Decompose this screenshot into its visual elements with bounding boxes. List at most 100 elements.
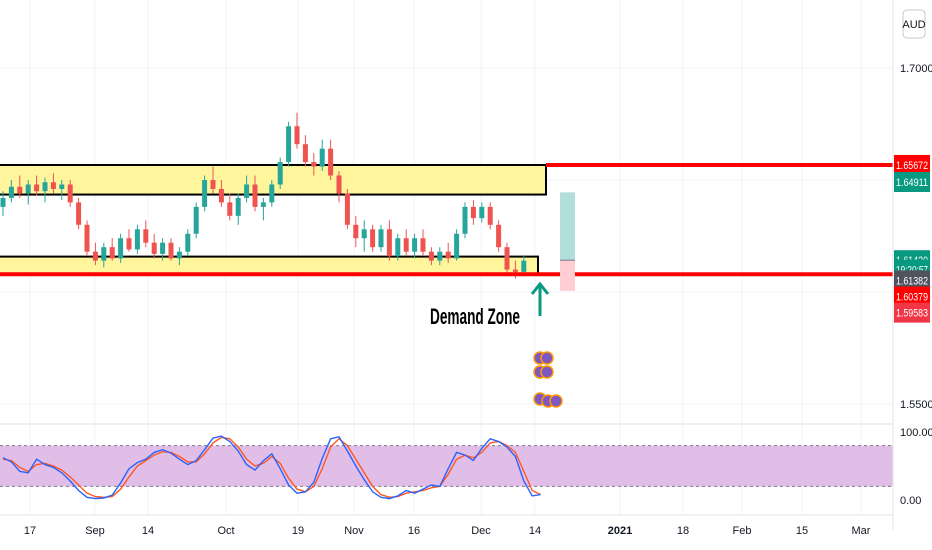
candle-body — [403, 238, 409, 252]
candle-body — [143, 229, 149, 243]
candle — [361, 220, 367, 252]
candle-body — [92, 251, 98, 261]
price-label-box — [894, 270, 930, 291]
candle-body — [328, 148, 334, 176]
candle-body — [428, 251, 434, 261]
candle-body — [210, 180, 216, 189]
oscillator-tick-label: 100.00 — [900, 427, 932, 439]
candle-body — [311, 162, 317, 167]
candle-body — [160, 242, 166, 254]
stochastic-pane — [0, 435, 893, 500]
time-tick-label: 16 — [408, 525, 420, 537]
candle — [202, 175, 208, 212]
candle — [92, 242, 98, 266]
time-tick-label: 14 — [142, 525, 154, 537]
candle — [235, 193, 241, 225]
time-tick-label: Dec — [471, 525, 491, 537]
candle-body — [218, 188, 224, 203]
long-position-tool[interactable] — [560, 192, 575, 291]
candle-body — [336, 175, 342, 194]
candle — [252, 175, 258, 212]
price-label: 1.61382 — [894, 270, 930, 291]
up-arrow-icon — [530, 281, 550, 316]
candle — [496, 220, 502, 252]
oscillator-tick-label: 0.00 — [900, 495, 921, 507]
candle-body — [487, 206, 493, 225]
candle — [260, 197, 266, 221]
candle-body — [395, 238, 401, 257]
candle — [193, 202, 199, 239]
candle — [17, 175, 23, 198]
candle-body — [168, 242, 174, 259]
candle — [210, 166, 216, 194]
candle-body — [42, 182, 48, 192]
price-tick-label: 1.70000 — [900, 63, 932, 75]
candle-body — [521, 260, 527, 272]
candle — [311, 153, 317, 176]
candle-body — [227, 202, 233, 216]
candle — [370, 224, 376, 252]
candle — [0, 191, 6, 216]
candle-body — [134, 229, 140, 250]
candle-body — [109, 247, 115, 259]
candle-body — [252, 184, 258, 207]
annotations: Demand Zone — [430, 281, 563, 408]
currency-button[interactable]: AUD — [902, 9, 926, 39]
candle-body — [386, 229, 392, 257]
price-tick-label: 1.55000 — [900, 399, 932, 411]
candle — [403, 229, 409, 257]
candle — [134, 224, 140, 254]
candle — [454, 229, 460, 261]
grid — [0, 0, 893, 515]
candle — [59, 180, 65, 201]
price-label-box — [894, 171, 930, 192]
horizontal-lines[interactable] — [0, 162, 893, 277]
candle — [420, 229, 426, 257]
candle-body — [8, 186, 14, 198]
price-label-text: 1.59583 — [896, 308, 928, 320]
candle — [168, 238, 174, 261]
candle-body — [470, 206, 476, 219]
price-label-text: 1.65672 — [896, 160, 928, 172]
candle-body — [344, 193, 350, 225]
price-label-box — [894, 302, 930, 323]
candle — [504, 242, 510, 275]
candle — [294, 112, 300, 149]
stoch-k-line — [2, 435, 541, 500]
candle-body — [34, 184, 40, 192]
candle-body — [269, 184, 275, 203]
candles — [0, 112, 527, 279]
candle-body — [437, 251, 443, 261]
candle — [437, 247, 443, 266]
candle — [50, 173, 56, 194]
time-tick-label: Sep — [85, 525, 105, 537]
candle — [126, 229, 132, 252]
candle-body — [59, 184, 65, 189]
time-tick-label: Feb — [733, 525, 752, 537]
candle — [176, 247, 182, 266]
candle — [42, 177, 48, 203]
candle — [378, 224, 384, 252]
price-label-text: 1.60379 — [896, 291, 928, 303]
candle — [151, 233, 157, 259]
candle-body — [126, 238, 132, 250]
time-tick-label: 19 — [292, 525, 304, 537]
candle-body — [118, 238, 124, 259]
candle-body — [504, 247, 510, 270]
candle — [218, 180, 224, 207]
candle — [445, 242, 451, 263]
candle-body — [25, 184, 31, 194]
time-tick-label: 14 — [529, 525, 541, 537]
candle — [487, 202, 493, 230]
candle-body — [294, 126, 300, 145]
candle — [8, 180, 14, 203]
candle — [286, 121, 292, 167]
candle-body — [193, 206, 199, 234]
price-label-text: 1.64911 — [896, 177, 928, 189]
candle-body — [479, 206, 485, 219]
candle-body — [17, 186, 23, 194]
candle — [109, 238, 115, 261]
axes: 1.70000 1.55000 100.00 0.00 17 Sep 14 Oct 19 Nov 1… — [0, 0, 932, 537]
candle — [344, 188, 350, 230]
